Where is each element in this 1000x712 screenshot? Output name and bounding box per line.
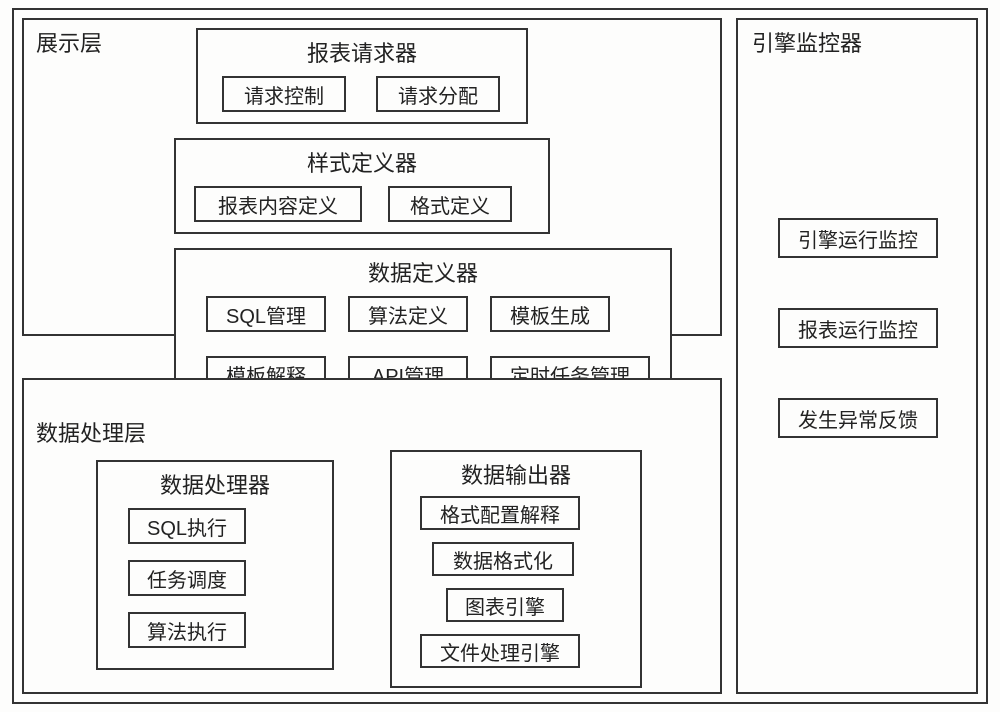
report-requester-title: 报表请求器	[198, 30, 526, 68]
data-output-title: 数据输出器	[392, 452, 640, 490]
engine-monitor-item: 报表运行监控	[778, 308, 938, 348]
data-processor-item: 算法执行	[128, 612, 246, 648]
data-definer-item: 模板生成	[490, 296, 610, 332]
engine-monitor-item: 发生异常反馈	[778, 398, 938, 438]
data-output-item: 文件处理引擎	[420, 634, 580, 668]
diagram-canvas: 展示层 报表请求器 请求控制 请求分配 样式定义器 报表内容定义 格式定义 数据…	[0, 0, 1000, 712]
data-processing-layer-title: 数据处理层	[36, 416, 146, 448]
data-definer-title: 数据定义器	[176, 250, 670, 288]
data-definer-item: 算法定义	[348, 296, 468, 332]
style-definer-item: 格式定义	[388, 186, 512, 222]
data-definer-item: SQL管理	[206, 296, 326, 332]
data-output-item: 图表引擎	[446, 588, 564, 622]
data-processor-item: SQL执行	[128, 508, 246, 544]
presentation-layer-title: 展示层	[36, 26, 102, 58]
data-processor-title: 数据处理器	[98, 462, 332, 500]
data-output-item: 数据格式化	[432, 542, 574, 576]
data-processor-item: 任务调度	[128, 560, 246, 596]
style-definer-item: 报表内容定义	[194, 186, 362, 222]
style-definer-title: 样式定义器	[176, 140, 548, 178]
engine-monitor-item: 引擎运行监控	[778, 218, 938, 258]
report-requester-item: 请求分配	[376, 76, 500, 112]
engine-monitor-title: 引擎监控器	[752, 26, 862, 58]
data-output-item: 格式配置解释	[420, 496, 580, 530]
report-requester-item: 请求控制	[222, 76, 346, 112]
engine-monitor-box	[736, 18, 978, 694]
